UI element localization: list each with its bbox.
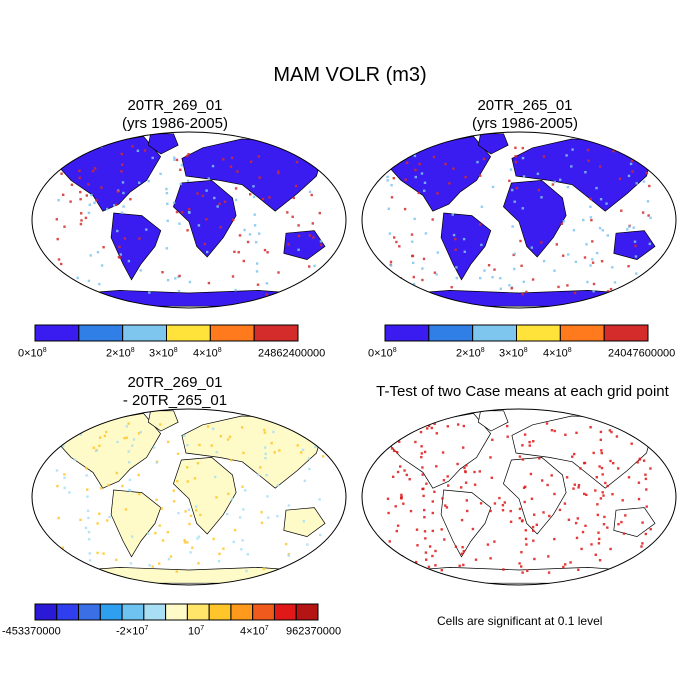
cb3-swatch-9 [230,603,254,621]
panel-1-title: 20TR_269_01 (yrs 1986-2005) [30,97,320,133]
cb1-swatch-0 [34,324,80,342]
cb1-label-1: 2×108 [106,347,135,360]
panel-2-title-line1: 20TR_265_01 [477,97,573,114]
cb3-swatch-2 [78,603,101,621]
cb3-label-3: 4×107 [240,625,269,638]
panel-3-title-line2: - 20TR_265_01 [122,392,228,409]
cb3-swatch-11 [273,603,297,621]
cb3-swatch-10 [252,603,275,621]
map-1-africa [172,180,237,258]
panel-3-title: 20TR_269_01 - 20TR_265_01 [30,374,320,410]
map-4-frame [361,408,677,586]
cb2-swatch-3 [516,324,561,342]
map-2-antarctica [389,290,649,307]
cb2-label-3: 4×108 [543,347,572,360]
cb1-swatch-3 [166,324,211,342]
map-1-frame [31,131,347,309]
map-3-greenland [147,410,179,432]
colorbar-3 [34,603,319,621]
cb1-label-4: 24862400000 [258,347,326,360]
cb1-swatch-1 [78,324,124,342]
cb2-swatch-1 [428,324,474,342]
panel-1-title-line1: 20TR_269_01 [127,97,223,114]
map-3-namerica [57,413,162,489]
cb3-swatch-12 [295,603,319,621]
map-1-australia [283,230,326,260]
map-2-frame [361,131,677,309]
cb2-swatch-4 [559,324,605,342]
map-3-eurasia [181,415,324,489]
panel-2-title-line2: (yrs 1986-2005) [472,115,578,132]
map-1-greenland [147,133,179,155]
cb3-swatch-4 [121,603,145,621]
map-4-samerica [440,489,492,558]
map-1-namerica [57,136,162,212]
cb1-swatch-2 [122,324,167,342]
map-1 [31,131,347,309]
cb1-swatch-5 [253,324,299,342]
panel-2-title: 20TR_265_01 (yrs 1986-2005) [380,97,670,133]
map-4-africa [502,457,567,535]
cb2-swatch-0 [384,324,430,342]
significance-note: Cells are significant at 0.1 level [437,614,603,628]
cb2-label-2: 3×108 [499,347,528,360]
map-2-africa [502,180,567,258]
map-1-eurasia [181,138,324,212]
map-2-eurasia [511,138,654,212]
cb3-label-4: 962370000 [286,625,342,638]
cb1-swatch-4 [209,324,255,342]
map-3-frame [31,408,347,586]
map-4-australia [613,507,656,537]
panel-4-title: T-Test of two Case means at each grid po… [345,383,700,401]
cb3-label-0: -453370000 [2,625,61,638]
panel-1-title-line2: (yrs 1986-2005) [122,115,228,132]
map-1-samerica [110,212,162,281]
cb2-label-0: 0×108 [368,347,397,360]
cb1-label-2: 3×108 [149,347,178,360]
cb2-label-1: 2×108 [456,347,485,360]
colorbar-1 [34,324,299,342]
map-4-antarctica [389,567,649,584]
cb3-swatch-0 [34,603,58,621]
cb1-label-3: 4×108 [193,347,222,360]
map-4-eurasia [511,415,654,489]
cb2-swatch-5 [603,324,649,342]
cb3-swatch-6 [165,603,188,621]
cb3-swatch-3 [99,603,123,621]
map-4 [361,408,677,586]
map-2-samerica [440,212,492,281]
map-1-antarctica [59,290,319,307]
cb3-swatch-1 [56,603,80,621]
cb3-label-1: -2×107 [116,625,149,638]
map-4-greenland [477,410,509,432]
panel-3-title-line1: 20TR_269_01 [127,374,223,391]
map-3-antarctica [59,567,319,584]
cb3-swatch-8 [208,603,232,621]
map-2-namerica [387,136,492,212]
map-3-samerica [110,489,162,558]
map-3 [31,408,347,586]
cb2-swatch-2 [472,324,517,342]
cb3-swatch-5 [143,603,167,621]
cb2-label-4: 24047600000 [608,347,676,360]
map-2 [361,131,677,309]
map-3-africa [172,457,237,535]
map-4-namerica [387,413,492,489]
panel-4-title-line1: T-Test of two Case means at each grid po… [376,383,669,400]
cb3-swatch-7 [186,603,210,621]
cb3-label-2: 107 [188,625,205,638]
cb1-label-0: 0×108 [18,347,47,360]
figure-title: MAM VOLR (m3) [273,64,427,86]
map-2-greenland [477,133,509,155]
colorbar-2 [384,324,649,342]
